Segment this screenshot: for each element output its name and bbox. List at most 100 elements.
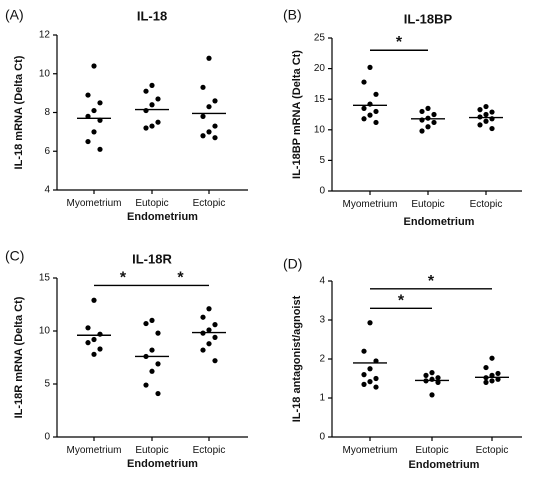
- p3-data-point: [495, 370, 501, 377]
- p3-y-tick-label: 3: [319, 315, 325, 326]
- p2-x-axis-title: Endometrium: [127, 458, 198, 470]
- p3-data-point: [367, 379, 373, 385]
- p0-x-tick-label: Ectopic: [193, 198, 226, 209]
- p2-data-point: [91, 297, 97, 303]
- p2-data-point: [85, 340, 91, 346]
- p2-x-tick-label: Ectopic: [193, 445, 226, 456]
- p3-data-point: [367, 320, 373, 326]
- p3-data-point: [429, 392, 435, 398]
- p1-y-tick-label: 20: [314, 63, 326, 74]
- p1-data-point: [431, 119, 437, 126]
- p2-data-point: [212, 334, 218, 340]
- p2-data-point: [206, 327, 212, 333]
- p3-significance-star: *: [398, 292, 405, 309]
- p3-data-point: [373, 375, 379, 382]
- p1-data-point: [419, 128, 425, 134]
- p0-data-point: [91, 63, 97, 69]
- p2-y-tick-label: 5: [44, 379, 50, 390]
- p1-y-axis-title: IL-18BP mRNA (Delta Ct): [291, 50, 303, 179]
- p1-data-point: [373, 91, 379, 97]
- p1-data-point: [483, 103, 489, 110]
- p0-data-point: [200, 113, 206, 119]
- p0-x-tick-label: Myometrium: [66, 198, 121, 209]
- p2-data-point: [91, 336, 97, 343]
- p3-panel-label: (D): [283, 256, 302, 272]
- p0-data-point: [97, 146, 103, 152]
- p0-data-point: [91, 107, 97, 114]
- p3-x-tick-label: Myometrium: [342, 445, 397, 456]
- p3-data-point: [361, 372, 367, 378]
- p3-y-tick-label: 2: [319, 354, 325, 365]
- p0-data-point: [155, 96, 161, 102]
- p1-x-tick-label: Eutopic: [411, 199, 444, 210]
- p1-data-point: [483, 111, 489, 118]
- p3-data-point: [489, 378, 495, 384]
- p0-data-point: [91, 129, 97, 135]
- p0-data-point: [200, 84, 206, 90]
- p0-x-tick-label: Eutopic: [135, 198, 168, 209]
- p0-x-axis-title: Endometrium: [127, 211, 198, 223]
- p0-data-point: [206, 129, 212, 135]
- p2-data-point: [91, 351, 97, 357]
- p0-data-point: [143, 107, 149, 114]
- p0-chart-title: IL-18: [137, 8, 167, 23]
- p0-data-point: [149, 123, 155, 129]
- p3-data-point: [483, 364, 489, 371]
- p0-y-tick-label: 8: [44, 107, 50, 118]
- p3-y-tick-label: 1: [319, 393, 325, 404]
- p3-data-point: [361, 348, 367, 354]
- p2-y-tick-label: 0: [44, 432, 50, 443]
- p3-data-point: [373, 384, 379, 390]
- p3-data-point: [423, 372, 429, 378]
- p2-data-point: [200, 314, 206, 320]
- p1-data-point: [477, 122, 483, 128]
- p3-y-axis-title: IL-18 antagonist/agnoist: [291, 295, 303, 422]
- p0-data-point: [206, 104, 212, 110]
- p0-panel-label: (A): [5, 7, 24, 23]
- p0-data-point: [149, 82, 155, 88]
- p3-data-point: [367, 366, 373, 372]
- p0-data-point: [212, 123, 218, 129]
- p0-y-tick-label: 6: [44, 146, 50, 157]
- p0-data-point: [143, 125, 149, 131]
- p2-data-point: [149, 368, 155, 374]
- p2-x-tick-label: Myometrium: [66, 445, 121, 456]
- p2-y-axis-title: IL-18R mRNA (Delta Ct): [13, 296, 25, 418]
- p1-x-tick-label: Myometrium: [342, 199, 397, 210]
- p2-data-point: [206, 306, 212, 312]
- p0-data-point: [212, 135, 218, 141]
- p0-data-point: [212, 98, 218, 104]
- p0-data-point: [85, 92, 91, 98]
- p3-data-point: [361, 381, 367, 387]
- p2-panel-label: (C): [5, 248, 24, 264]
- p1-x-axis-title: Endometrium: [404, 216, 475, 228]
- p1-data-point: [361, 79, 367, 85]
- p1-chart-title: IL-18BP: [404, 11, 453, 26]
- p2-data-point: [212, 322, 218, 328]
- p1-y-tick-label: 25: [314, 33, 326, 44]
- p2-data-point: [149, 347, 155, 353]
- p2-significance-star: *: [177, 269, 184, 286]
- p1-data-point: [361, 116, 367, 122]
- p1-data-point: [367, 64, 373, 70]
- p3-data-point: [429, 370, 435, 376]
- p3-x-tick-label: Ectopic: [476, 445, 509, 456]
- p2-data-point: [206, 341, 212, 347]
- p2-data-point: [143, 382, 149, 388]
- p1-data-point: [425, 124, 431, 130]
- p2-data-point: [200, 347, 206, 353]
- p1-data-point: [483, 118, 489, 124]
- p1-panel-label: (B): [283, 7, 302, 23]
- p1-data-point: [419, 108, 425, 115]
- p0-data-point: [149, 102, 155, 108]
- p1-data-point: [477, 107, 483, 113]
- p2-data-point: [212, 358, 218, 364]
- p0-data-point: [155, 119, 161, 125]
- p2-x-tick-label: Eutopic: [135, 445, 168, 456]
- p1-data-point: [425, 105, 431, 111]
- p1-data-point: [489, 109, 495, 115]
- p2-data-point: [155, 361, 161, 367]
- p3-y-tick-label: 4: [319, 276, 325, 287]
- p0-data-point: [200, 133, 206, 139]
